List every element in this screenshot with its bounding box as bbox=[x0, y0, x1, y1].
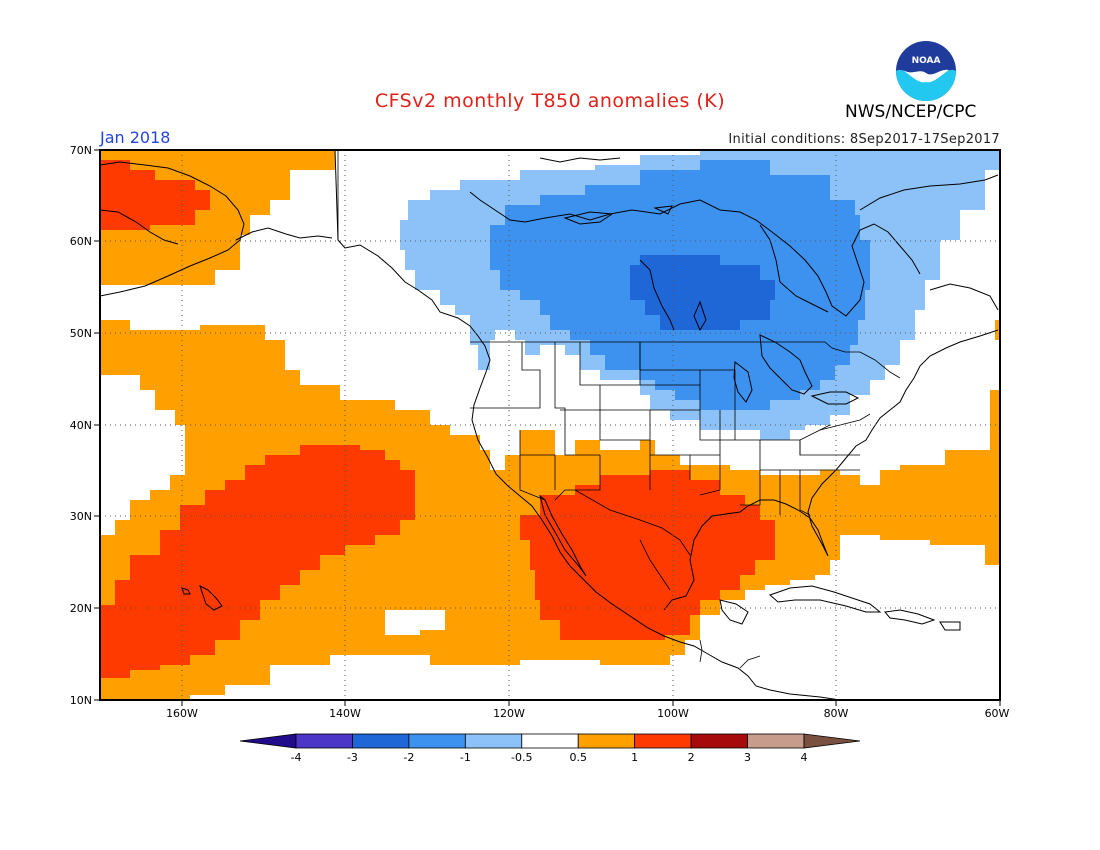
legend-label: 2 bbox=[688, 751, 695, 764]
legend-swatch bbox=[352, 733, 410, 749]
anomaly-warm-1-2 bbox=[100, 160, 775, 678]
month-label: Jan 2018 bbox=[100, 128, 171, 147]
lon-label: 160W bbox=[166, 707, 198, 720]
legend-swatch bbox=[464, 733, 523, 749]
graticule bbox=[100, 150, 1000, 700]
lat-label: 60N bbox=[70, 235, 92, 248]
legend-swatch bbox=[577, 733, 636, 749]
coastlines bbox=[100, 150, 999, 700]
legend-label: -4 bbox=[291, 751, 302, 764]
legend-swatch bbox=[634, 733, 692, 749]
legend-label: -0.5 bbox=[511, 751, 532, 764]
lon-label: 120W bbox=[493, 707, 525, 720]
legend-label: -3 bbox=[347, 751, 358, 764]
political-borders bbox=[337, 150, 901, 669]
lat-label: 30N bbox=[70, 510, 92, 523]
legend-label: -1 bbox=[460, 751, 471, 764]
legend-swatch bbox=[295, 733, 353, 749]
lon-label: 80W bbox=[824, 707, 849, 720]
noaa-logo: NOAA bbox=[896, 41, 956, 101]
legend-swatch bbox=[521, 733, 579, 749]
lat-label: 70N bbox=[70, 144, 92, 157]
legend-swatch bbox=[690, 733, 748, 749]
lon-label: 60W bbox=[985, 707, 1010, 720]
lat-axis: 70N 60N 50N 40N 30N 20N 10N bbox=[70, 144, 100, 707]
legend-arrow-high bbox=[803, 733, 861, 749]
lat-label: 40N bbox=[70, 419, 92, 432]
anomaly-cold-2-3 bbox=[630, 255, 775, 330]
legend-label: 0.5 bbox=[569, 751, 587, 764]
noaa-logo-text: NOAA bbox=[912, 56, 941, 66]
legend-swatch bbox=[408, 733, 466, 749]
legend-label: 4 bbox=[801, 751, 808, 764]
legend-label: -2 bbox=[403, 751, 414, 764]
lon-label: 100W bbox=[657, 707, 689, 720]
agency-label: NWS/NCEP/CPC bbox=[845, 102, 977, 122]
lat-label: 20N bbox=[70, 602, 92, 615]
legend-label: 3 bbox=[744, 751, 751, 764]
lat-label: 10N bbox=[70, 694, 92, 707]
lon-axis: 160W 140W 120W 100W 80W 60W bbox=[166, 700, 1010, 720]
lat-label: 50N bbox=[70, 327, 92, 340]
legend-label: 1 bbox=[631, 751, 638, 764]
map-title: CFSv2 monthly T850 anomalies (K) bbox=[374, 90, 726, 112]
anomaly-neutral-holes bbox=[100, 375, 1000, 700]
legend-arrow-low bbox=[239, 733, 297, 749]
legend-swatch bbox=[747, 733, 805, 749]
initial-conditions-label: Initial conditions: 8Sep2017-17Sep2017 bbox=[728, 132, 1000, 147]
lon-label: 140W bbox=[329, 707, 361, 720]
